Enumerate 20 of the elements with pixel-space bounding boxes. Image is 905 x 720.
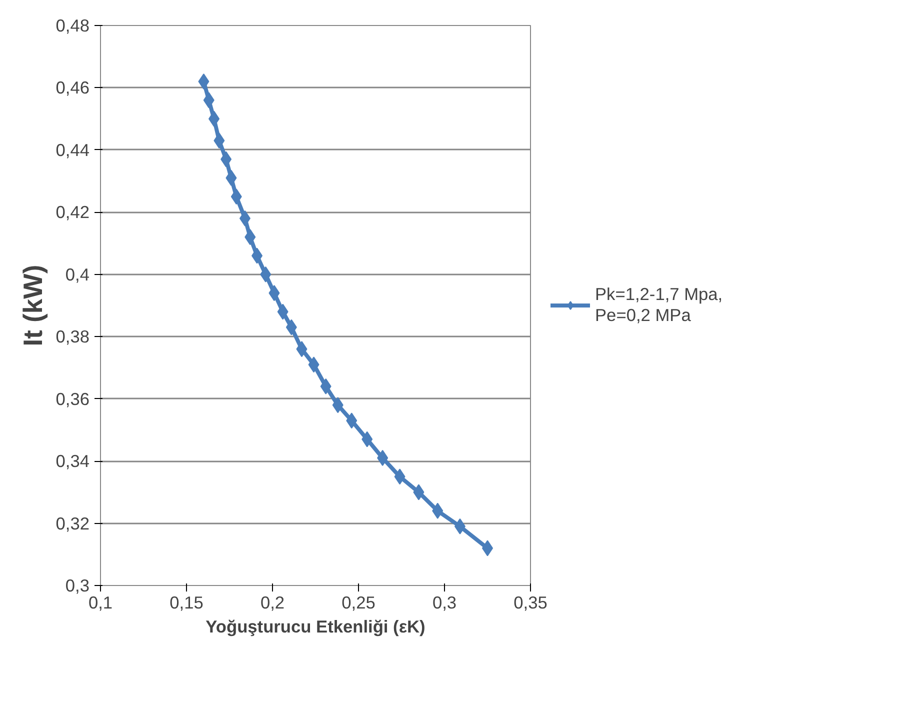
x-tick-label: 0,15 (170, 592, 204, 612)
x-tick-label: 0,35 (514, 592, 548, 612)
legend-label: Pk=1,2-1,7 Mpa, Pe=0,2 MPa (595, 284, 723, 326)
y-tick-label: 0,46 (56, 78, 90, 98)
x-tick-label: 0,25 (342, 592, 376, 612)
x-tick-label: 0,1 (88, 592, 113, 612)
x-axis-title: Yoğuşturucu Etkenliği (εK) (206, 616, 426, 636)
point (198, 74, 210, 90)
y-tick-label: 0,38 (56, 326, 90, 347)
y-tick-label: 0,34 (56, 451, 90, 472)
y-tick-label: 0,3 (65, 576, 90, 596)
y-tick-label: 0,4 (65, 264, 90, 284)
y-tick-label: 0,48 (56, 16, 90, 36)
y-tick-label: 0,32 (56, 513, 90, 534)
x-tick-label: 0,2 (260, 592, 285, 612)
y-tick-label: 0,44 (56, 140, 90, 160)
y-tick-label: 0,42 (56, 202, 90, 222)
y-axis-title: It (kW) (18, 264, 48, 346)
y-tick-label: 0,36 (56, 388, 90, 409)
x-tick-label: 0,3 (432, 592, 457, 612)
